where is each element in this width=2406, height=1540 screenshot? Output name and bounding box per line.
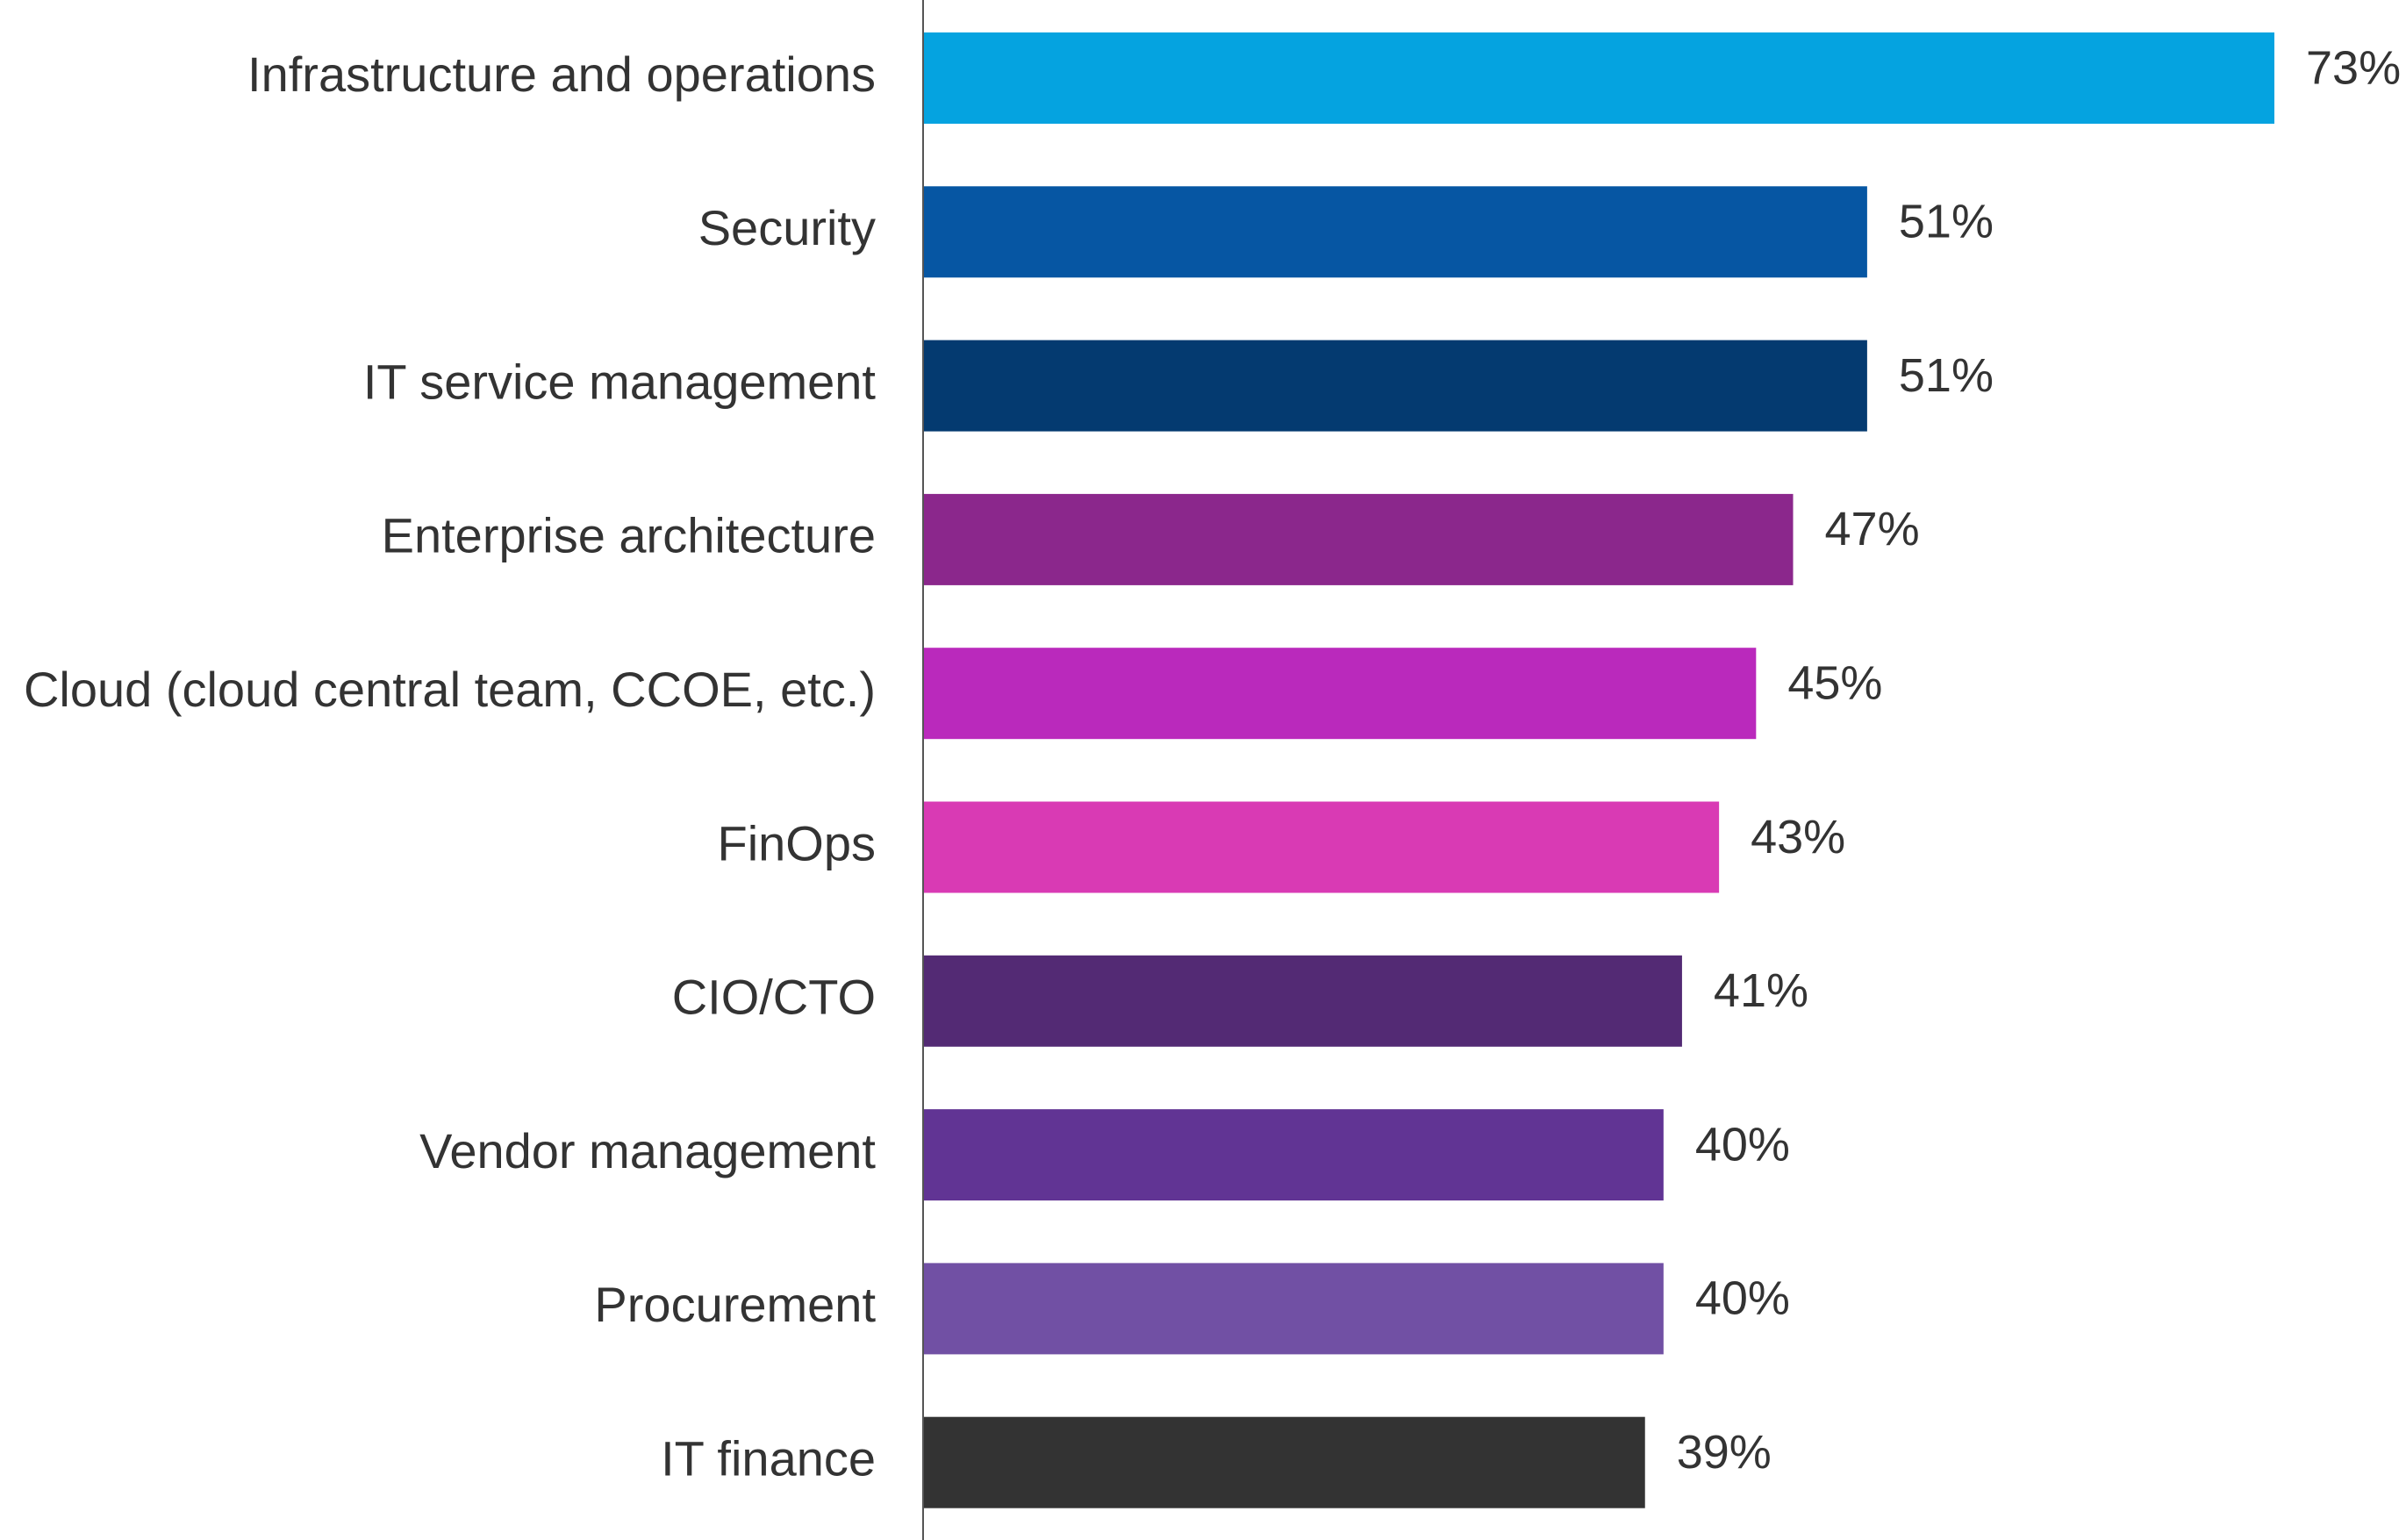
category-label-8: Procurement: [594, 1277, 876, 1332]
category-label-4: Cloud (cloud central team, CCOE, etc.): [24, 662, 876, 717]
bars-layer: [923, 32, 2274, 1508]
value-label-8: 40%: [1695, 1272, 1790, 1325]
category-label-3: Enterprise architecture: [382, 508, 876, 563]
bar-9: [923, 1416, 1645, 1508]
value-label-4: 45%: [1787, 656, 1882, 709]
category-label-9: IT finance: [661, 1430, 876, 1486]
bar-0: [923, 32, 2274, 124]
category-label-1: Security: [698, 200, 876, 255]
value-label-5: 43%: [1751, 811, 1845, 863]
category-label-0: Infrastructure and operations: [247, 47, 876, 102]
bar-2: [923, 340, 1867, 432]
category-labels: Infrastructure and operations Security IT …: [24, 47, 876, 1486]
value-label-7: 40%: [1695, 1118, 1790, 1171]
value-label-0: 73%: [2306, 41, 2401, 94]
bar-3: [923, 493, 1794, 585]
value-label-6: 41%: [1714, 964, 1808, 1017]
bar-1: [923, 186, 1867, 278]
value-label-9: 39%: [1677, 1426, 1772, 1479]
bar-4: [923, 648, 1757, 740]
category-label-7: Vendor management: [419, 1123, 876, 1178]
category-label-2: IT service management: [363, 354, 877, 409]
bar-5: [923, 801, 1720, 893]
category-label-5: FinOps: [718, 815, 877, 870]
value-label-1: 51%: [1899, 196, 1994, 248]
value-label-2: 51%: [1899, 349, 1994, 402]
value-labels: 73% 51% 51% 47% 45% 43% 41% 40% 40% 39%: [1677, 41, 2401, 1479]
bar-8: [923, 1263, 1664, 1355]
value-label-3: 47%: [1825, 503, 1920, 555]
bar-6: [923, 955, 1682, 1047]
bar-7: [923, 1109, 1664, 1201]
category-label-6: CIO/CTO: [672, 970, 876, 1025]
